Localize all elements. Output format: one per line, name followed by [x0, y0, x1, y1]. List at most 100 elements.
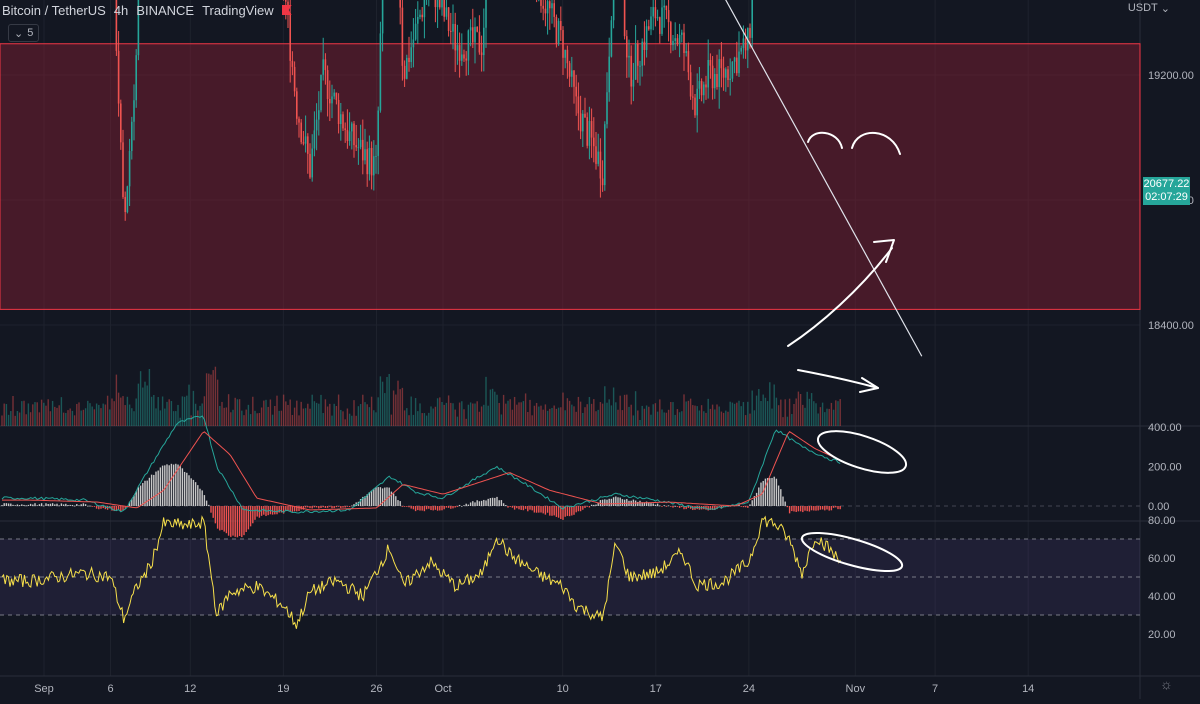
macd-histogram-bar [194, 482, 197, 506]
macd-histogram-bar [423, 506, 426, 512]
candle-body [476, 26, 478, 32]
macd-histogram-bar [201, 490, 203, 506]
current-price-value: 20677.22 [1143, 178, 1190, 190]
macd-histogram-bar [113, 506, 115, 512]
volume-bar [733, 403, 736, 426]
macd-histogram-bar [320, 506, 322, 509]
candle-body [573, 70, 575, 87]
macd-histogram-bar [472, 501, 474, 506]
macd-histogram-bar [419, 506, 421, 511]
candle-body [639, 65, 641, 67]
macd-histogram-bar [291, 506, 294, 512]
volume-bar [445, 402, 448, 426]
volume-bar [815, 403, 817, 426]
candle-body [296, 91, 298, 119]
macd-histogram-bar [487, 498, 489, 506]
macd-histogram-bar [762, 480, 764, 506]
volume-bar [584, 407, 586, 426]
volume-bar [722, 412, 725, 426]
candle-body [447, 7, 450, 31]
volume-bar [780, 399, 782, 426]
macd-histogram-bar [69, 504, 71, 506]
candle-body [445, 7, 448, 17]
candle-body [582, 113, 584, 132]
macd-histogram-bar [280, 506, 283, 513]
macd-histogram-bar [782, 496, 784, 506]
pair-label[interactable]: Bitcoin / TetherUS [2, 2, 106, 18]
macd-histogram-bar [678, 506, 681, 508]
volume-bar [681, 411, 683, 426]
volume-bar [388, 373, 390, 426]
macd-histogram-bar [181, 468, 184, 506]
candle-body [483, 27, 485, 56]
macd-histogram-bar [445, 506, 448, 508]
volume-bar [285, 401, 287, 426]
volume-bar [148, 368, 151, 426]
candle-body [291, 60, 294, 67]
macd-histogram-bar [727, 505, 729, 507]
volume-bar [802, 404, 804, 426]
price-tick-label: 19200.00 [1148, 70, 1194, 82]
candle-body [368, 147, 371, 175]
macd-histogram-bar [54, 504, 56, 506]
volume-bar [205, 373, 208, 426]
candle-body [597, 151, 599, 164]
flag-icon[interactable] [281, 5, 292, 15]
macd-histogram-bar [553, 506, 555, 516]
candle-body [137, 0, 140, 56]
macd-histogram-bar [282, 506, 285, 514]
volume-bar [318, 403, 320, 426]
candle-body [696, 88, 698, 116]
macd-histogram-bar [49, 503, 52, 506]
macd-histogram-bar [645, 501, 648, 506]
candle-body [355, 145, 357, 148]
volume-bar [806, 391, 808, 426]
volume-bar [626, 394, 628, 426]
candle-body [549, 1, 551, 9]
volume-bar [560, 407, 562, 426]
gear-icon[interactable]: ☼ [1160, 676, 1173, 692]
macd-histogram-bar [480, 500, 483, 506]
candle-body [318, 110, 320, 120]
macd-histogram-bar [307, 506, 309, 508]
macd-histogram-bar [390, 491, 393, 506]
candle-body [557, 21, 560, 44]
macd-histogram-bar [476, 500, 478, 506]
macd-histogram-bar [784, 501, 786, 506]
volume-bar [210, 374, 212, 426]
volume-bar [29, 412, 32, 426]
volume-bar [711, 404, 714, 426]
macd-histogram-bar [584, 506, 586, 509]
macd-histogram-bar [351, 505, 353, 507]
time-tick-label: 7 [932, 683, 938, 695]
volume-bar [280, 410, 283, 426]
candle-body [698, 81, 701, 89]
macd-histogram-bar [535, 506, 538, 513]
platform-label: TradingView [202, 2, 274, 18]
macd-histogram-bar [76, 504, 78, 506]
volume-bar [819, 407, 822, 426]
drawn-arrowhead-up [873, 239, 895, 263]
macd-histogram-bar [637, 501, 639, 506]
volume-bar [463, 409, 465, 426]
currency-selector[interactable]: USDT ⌄ [1128, 2, 1170, 15]
volume-bar [364, 402, 366, 426]
indicators-toggle[interactable]: ⌄ 5 [8, 24, 40, 42]
macd-histogram-bar [322, 506, 324, 508]
volume-bar [373, 410, 375, 426]
volume-bar [111, 398, 113, 426]
volume-bar [751, 390, 753, 426]
volume-bar [553, 405, 555, 426]
interval-label[interactable]: 4h [113, 2, 129, 18]
volume-bar [194, 403, 197, 426]
macd-histogram-bar [557, 506, 560, 518]
candle-body [560, 21, 562, 31]
volume-bar [201, 403, 203, 426]
macd-histogram-bar [619, 497, 621, 506]
candle-body [740, 47, 742, 52]
volume-bar [269, 399, 272, 426]
volume-bar [27, 403, 30, 426]
volume-bar [524, 393, 527, 426]
